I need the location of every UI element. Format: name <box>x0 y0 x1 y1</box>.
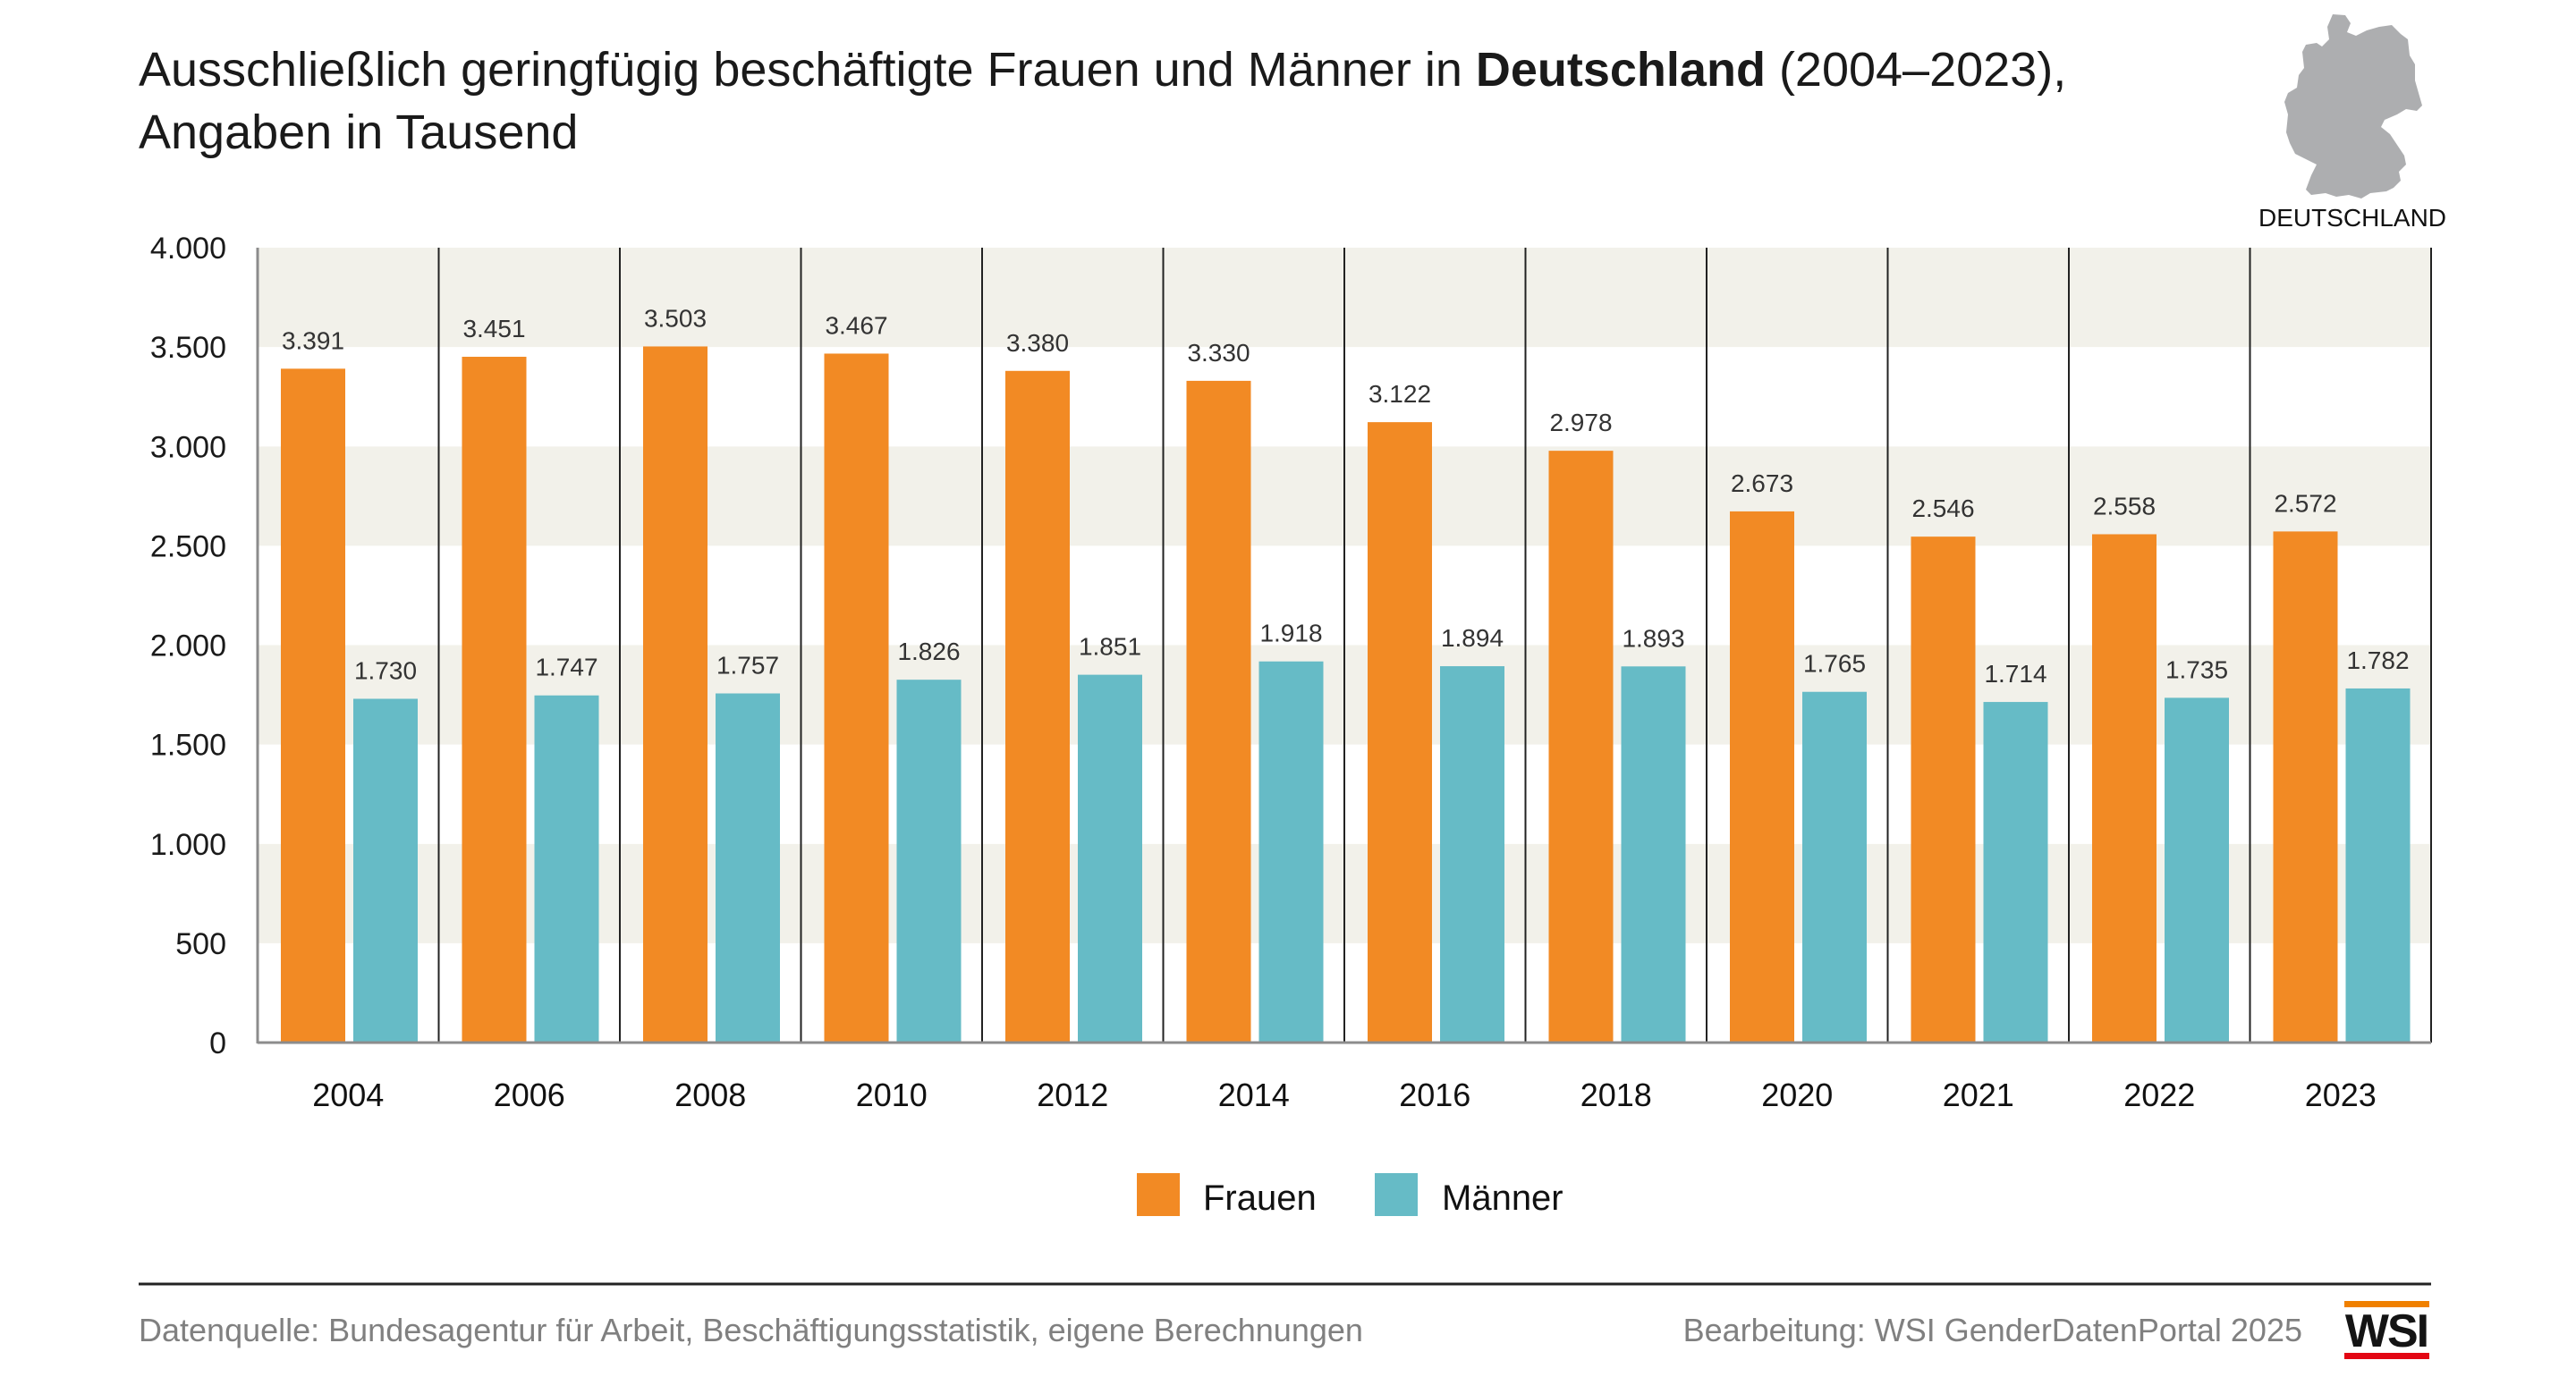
logo-red-bar <box>2344 1353 2429 1359</box>
x-tick-label: 2018 <box>1580 1077 1652 1113</box>
x-tick-label: 2022 <box>2123 1077 2195 1113</box>
bar-frauen-2022 <box>2092 534 2157 1043</box>
data-label-maenner-2020: 1.765 <box>1803 650 1866 678</box>
map-label: DEUTSCHLAND <box>2258 204 2446 232</box>
bar-frauen-2004 <box>281 368 345 1043</box>
legend-label-frauen: Frauen <box>1203 1178 1317 1218</box>
bar-maenner-2020 <box>1802 691 1867 1043</box>
bar-frauen-2014 <box>1186 380 1251 1043</box>
bar-frauen-2008 <box>643 346 708 1043</box>
data-label-frauen-2022: 2.558 <box>2093 492 2156 520</box>
bar-frauen-2018 <box>1548 451 1614 1043</box>
data-label-maenner-2004: 1.730 <box>354 657 417 685</box>
y-tick-label: 2.500 <box>150 529 226 563</box>
bar-frauen-2021 <box>1911 536 1976 1043</box>
data-label-frauen-2023: 2.572 <box>2274 489 2336 517</box>
data-label-frauen-2020: 2.673 <box>1731 469 1793 497</box>
legend-swatch-maenner <box>1375 1173 1418 1216</box>
bar-maenner-2004 <box>353 698 418 1043</box>
data-label-maenner-2010: 1.826 <box>897 638 960 665</box>
y-tick-label: 3.500 <box>150 331 226 365</box>
bar-maenner-2023 <box>2345 688 2411 1043</box>
bar-maenner-2014 <box>1258 661 1324 1043</box>
x-tick-label: 2023 <box>2305 1077 2377 1113</box>
footer-credit: Bearbeitung: WSI GenderDatenPortal 2025 <box>1683 1312 2302 1348</box>
bar-maenner-2016 <box>1440 666 1504 1043</box>
x-tick-label: 2021 <box>1943 1077 2014 1113</box>
bar-maenner-2018 <box>1621 666 1686 1043</box>
legend-swatch-frauen <box>1137 1173 1180 1216</box>
data-label-frauen-2016: 3.122 <box>1368 380 1431 408</box>
x-tick-label: 2012 <box>1037 1077 1108 1113</box>
group-separators <box>437 248 2432 1043</box>
y-tick-label: 1.000 <box>150 828 226 862</box>
legend-label-maenner: Männer <box>1442 1178 1563 1218</box>
bar-maenner-2022 <box>2165 697 2229 1043</box>
x-tick-label: 2014 <box>1218 1077 1290 1113</box>
data-label-frauen-2006: 3.451 <box>462 315 525 342</box>
footer-source: Datenquelle: Bundesagentur für Arbeit, B… <box>139 1312 1363 1348</box>
bar-frauen-2016 <box>1368 422 1432 1043</box>
data-label-maenner-2021: 1.714 <box>1984 660 2046 688</box>
bar-frauen-2010 <box>824 353 889 1043</box>
x-tick-label: 2010 <box>856 1077 928 1113</box>
bar-maenner-2021 <box>1983 702 2048 1043</box>
map-shape <box>2284 14 2422 199</box>
bar-maenner-2006 <box>534 695 599 1043</box>
x-tick-label: 2008 <box>674 1077 746 1113</box>
data-label-frauen-2012: 3.380 <box>1006 329 1069 357</box>
data-label-frauen-2018: 2.978 <box>1549 409 1612 436</box>
y-tick-label: 4.000 <box>150 232 226 266</box>
data-label-frauen-2021: 2.546 <box>1911 494 1974 522</box>
bar-maenner-2010 <box>896 680 962 1043</box>
logo-orange-bar <box>2344 1301 2429 1307</box>
y-tick-label: 500 <box>175 927 226 961</box>
legend: Frauen Männer <box>1137 1173 1563 1218</box>
data-label-maenner-2016: 1.894 <box>1441 624 1504 652</box>
bar-frauen-2012 <box>1005 370 1070 1043</box>
x-axis-ticks: 2004 2006 2008 2010 2012 2014 2016 2018 2020 2021… <box>312 1077 2377 1113</box>
data-label-frauen-2008: 3.503 <box>644 304 707 332</box>
data-label-maenner-2018: 1.893 <box>1622 624 1684 652</box>
chart-title: Ausschließlich geringfügig beschäftigte … <box>139 43 2066 97</box>
y-tick-label: 2.000 <box>150 629 226 663</box>
data-label-frauen-2014: 3.330 <box>1187 339 1250 367</box>
x-tick-label: 2020 <box>1761 1077 1833 1113</box>
bar-maenner-2008 <box>716 693 780 1043</box>
data-label-frauen-2004: 3.391 <box>282 326 344 354</box>
logo-text: WSI <box>2345 1305 2428 1357</box>
bar-frauen-2020 <box>1730 511 1794 1043</box>
data-label-maenner-2012: 1.851 <box>1079 633 1141 661</box>
data-label-maenner-2008: 1.757 <box>716 652 779 680</box>
bars <box>281 346 2411 1043</box>
title-bold-country: Deutschland <box>1476 43 1766 97</box>
y-tick-label: 1.500 <box>150 729 226 763</box>
germany-map-icon <box>2284 14 2422 199</box>
bar-frauen-2006 <box>462 357 527 1043</box>
y-tick-label: 0 <box>209 1026 226 1060</box>
title-part-2: (2004–2023), <box>1766 43 2066 97</box>
chart-subtitle: Angaben in Tausend <box>139 106 578 159</box>
title-part-1: Ausschließlich geringfügig beschäftigte … <box>139 43 1476 97</box>
y-tick-label: 3.000 <box>150 430 226 464</box>
data-label-maenner-2006: 1.747 <box>535 654 597 681</box>
y-axis-ticks: 0 500 1.000 1.500 2.000 2.500 3.000 3.500 4.000 <box>150 232 226 1060</box>
data-labels: 3.391 3.451 3.503 3.467 3.380 3.330 3.122 2.978… <box>282 304 2410 688</box>
data-label-maenner-2023: 1.782 <box>2346 646 2409 674</box>
x-tick-label: 2006 <box>494 1077 565 1113</box>
bar-maenner-2012 <box>1078 674 1142 1043</box>
bar-frauen-2023 <box>2273 531 2338 1043</box>
wsi-logo: WSI <box>2344 1301 2429 1359</box>
x-tick-label: 2004 <box>312 1077 384 1113</box>
data-label-maenner-2014: 1.918 <box>1259 620 1322 647</box>
data-label-maenner-2022: 1.735 <box>2165 655 2228 683</box>
data-label-frauen-2010: 3.467 <box>825 311 887 339</box>
x-tick-label: 2016 <box>1399 1077 1470 1113</box>
